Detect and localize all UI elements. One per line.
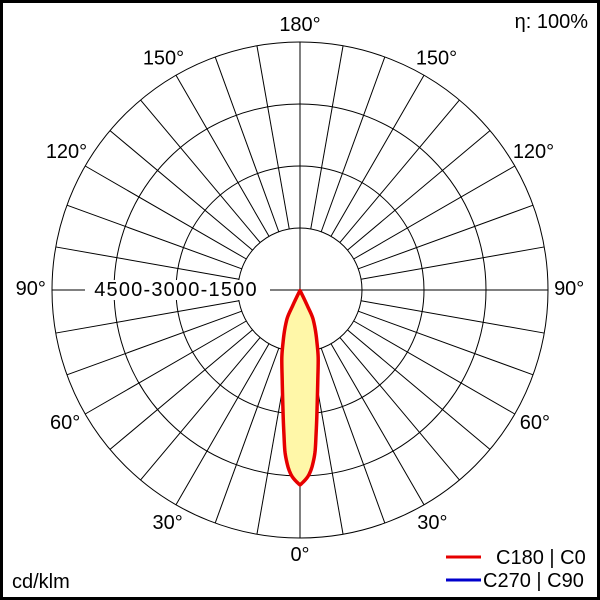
svg-text:cd/klm: cd/klm (12, 571, 70, 593)
svg-text:150°: 150° (143, 48, 184, 70)
svg-text:C180 | C0: C180 | C0 (496, 547, 586, 569)
svg-text:180°: 180° (279, 14, 320, 36)
svg-text:90°: 90° (554, 278, 584, 300)
svg-text:30°: 30° (152, 512, 182, 534)
svg-text:4500-3000-1500: 4500-3000-1500 (94, 279, 258, 301)
svg-text:30°: 30° (417, 512, 447, 534)
svg-text:0°: 0° (290, 544, 309, 566)
svg-text:η: 100%: η: 100% (515, 11, 589, 33)
svg-text:120°: 120° (513, 141, 554, 163)
svg-text:60°: 60° (520, 412, 550, 434)
svg-text:120°: 120° (46, 141, 87, 163)
svg-text:90°: 90° (16, 278, 46, 300)
svg-text:150°: 150° (416, 48, 457, 70)
svg-text:C270 | C90: C270 | C90 (483, 570, 584, 592)
svg-text:60°: 60° (50, 412, 80, 434)
